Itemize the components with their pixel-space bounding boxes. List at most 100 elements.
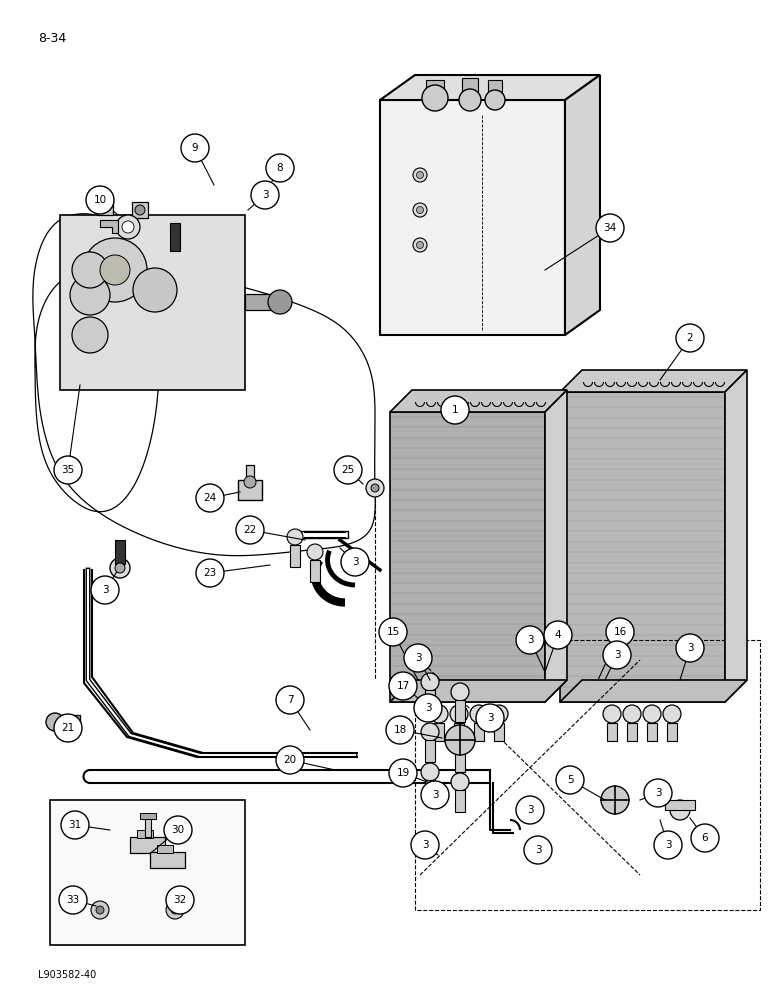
Polygon shape	[560, 680, 747, 702]
Circle shape	[556, 766, 584, 794]
Circle shape	[266, 154, 294, 182]
Circle shape	[421, 763, 439, 781]
Text: 3: 3	[526, 805, 534, 815]
Bar	[665, 800, 695, 810]
Bar	[463, 78, 477, 100]
Circle shape	[386, 716, 414, 744]
Text: 3: 3	[686, 643, 693, 653]
Circle shape	[643, 705, 661, 723]
Bar	[157, 845, 173, 853]
Circle shape	[413, 168, 427, 182]
Bar	[115, 540, 125, 564]
Circle shape	[341, 548, 369, 576]
Circle shape	[470, 705, 488, 723]
Text: 15: 15	[386, 627, 399, 637]
Circle shape	[91, 576, 119, 604]
Circle shape	[603, 641, 631, 669]
Circle shape	[603, 705, 621, 723]
Circle shape	[413, 238, 427, 252]
Circle shape	[110, 558, 130, 578]
Bar	[170, 223, 180, 251]
Circle shape	[459, 89, 481, 111]
Circle shape	[670, 800, 690, 820]
Circle shape	[100, 255, 130, 285]
Text: 6: 6	[702, 833, 708, 843]
Circle shape	[606, 618, 634, 646]
Bar	[246, 465, 254, 483]
Polygon shape	[560, 370, 747, 392]
Circle shape	[379, 618, 407, 646]
Bar	[607, 723, 617, 741]
Text: 3: 3	[352, 557, 358, 567]
Text: 3: 3	[654, 788, 661, 798]
Bar	[426, 80, 444, 98]
Circle shape	[451, 733, 469, 751]
Circle shape	[268, 290, 292, 314]
Circle shape	[421, 723, 439, 741]
Bar	[454, 723, 464, 741]
Circle shape	[417, 241, 424, 248]
Text: 3: 3	[534, 845, 541, 855]
Text: 3: 3	[487, 713, 493, 723]
Bar	[415, 640, 760, 910]
Bar	[310, 560, 320, 582]
Text: 3: 3	[526, 635, 534, 645]
Circle shape	[54, 714, 82, 742]
Text: 2: 2	[686, 333, 693, 343]
Bar	[150, 852, 185, 868]
Text: 20: 20	[283, 755, 296, 765]
Circle shape	[441, 396, 469, 424]
Circle shape	[244, 476, 256, 488]
Bar	[390, 412, 545, 702]
Circle shape	[276, 686, 304, 714]
Circle shape	[96, 906, 104, 914]
Text: 8: 8	[277, 163, 283, 173]
Circle shape	[544, 621, 572, 649]
Circle shape	[86, 186, 114, 214]
Polygon shape	[725, 370, 747, 702]
Circle shape	[524, 836, 552, 864]
Text: 3: 3	[415, 653, 421, 663]
Circle shape	[516, 796, 544, 824]
Circle shape	[334, 456, 362, 484]
Circle shape	[644, 779, 672, 807]
Circle shape	[100, 202, 110, 212]
Bar	[60, 215, 245, 390]
Polygon shape	[390, 680, 567, 702]
Circle shape	[276, 746, 304, 774]
Text: 32: 32	[173, 895, 186, 905]
Text: 1: 1	[452, 405, 459, 415]
Circle shape	[236, 516, 264, 544]
Circle shape	[287, 529, 303, 545]
Circle shape	[366, 479, 384, 497]
Bar	[132, 202, 148, 218]
Text: L903582-40: L903582-40	[38, 970, 96, 980]
Circle shape	[307, 544, 323, 560]
Circle shape	[122, 221, 134, 233]
Polygon shape	[390, 390, 567, 412]
Circle shape	[451, 683, 469, 701]
Text: 3: 3	[261, 190, 268, 200]
Text: 3: 3	[424, 703, 431, 713]
Bar	[425, 690, 435, 712]
Bar	[145, 815, 151, 837]
Circle shape	[421, 673, 439, 691]
Text: 30: 30	[172, 825, 185, 835]
Bar	[380, 100, 565, 335]
Circle shape	[663, 705, 681, 723]
Text: 25: 25	[342, 465, 355, 475]
Circle shape	[171, 906, 179, 914]
Text: 16: 16	[613, 627, 626, 637]
Circle shape	[166, 886, 194, 914]
Bar	[425, 780, 435, 802]
Circle shape	[116, 215, 140, 239]
Text: 35: 35	[62, 465, 75, 475]
Circle shape	[389, 759, 417, 787]
Circle shape	[430, 705, 448, 723]
Circle shape	[417, 207, 424, 214]
Bar	[425, 740, 435, 762]
Circle shape	[676, 324, 704, 352]
Bar	[455, 700, 465, 722]
Circle shape	[485, 90, 505, 110]
Text: 3: 3	[422, 840, 428, 850]
